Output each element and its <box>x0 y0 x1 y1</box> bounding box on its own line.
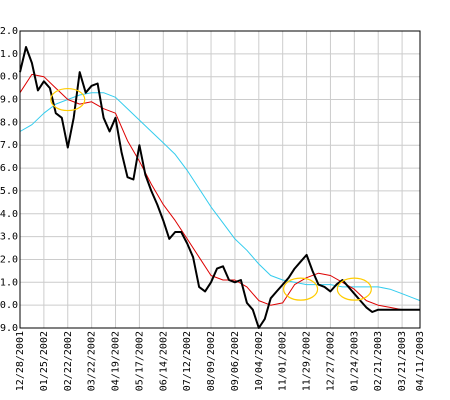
x-axis-ticks: 12/28/2001 01/25/2002 02/22/2002 03/22/2002… <box>15 331 426 391</box>
y-tick-label: 13.0 <box>0 232 18 243</box>
plot-frame <box>19 30 421 329</box>
y-tick-label: 9.0 <box>0 323 18 334</box>
short-moving-average-line <box>19 73 420 311</box>
series-lines <box>19 46 421 329</box>
x-tick-label: 11/01/2002 <box>278 331 289 391</box>
y-axis-ticks: 9.0 10.0 11.0 12.0 13.0 14.0 15.0 16.0 17.0 18.0 1… <box>0 26 18 334</box>
x-tick-label: 11/29/2002 <box>302 331 313 391</box>
crossover-marker <box>50 87 86 112</box>
y-tick-label: 19.0 <box>0 95 18 106</box>
x-tick-label: 08/09/2002 <box>206 331 217 391</box>
x-tick-label: 01/25/2002 <box>39 331 50 391</box>
price-line <box>19 46 420 329</box>
x-tick-label: 01/24/2003 <box>349 331 360 391</box>
x-tick-label: 07/12/2002 <box>182 331 193 391</box>
x-tick-label: 02/21/2003 <box>373 331 384 391</box>
x-tick-label: 04/19/2002 <box>111 331 122 391</box>
y-tick-label: 12.0 <box>0 254 18 265</box>
x-tick-label: 06/14/2002 <box>158 331 169 391</box>
long-moving-average-line <box>19 92 421 302</box>
crossover-markers <box>50 87 372 301</box>
x-tick-label: 03/22/2002 <box>87 331 98 391</box>
y-tick-label: 21.0 <box>0 49 18 60</box>
x-tick-label: 05/17/2002 <box>134 331 145 391</box>
y-tick-label: 16.0 <box>0 163 18 174</box>
x-tick-label: 12/28/2001 <box>15 331 26 391</box>
y-tick-label: 17.0 <box>0 140 18 151</box>
x-tick-label: 02/22/2002 <box>63 331 74 391</box>
y-tick-label: 20.0 <box>0 72 18 83</box>
y-tick-label: 10.0 <box>0 300 18 311</box>
y-tick-label: 11.0 <box>0 277 18 288</box>
y-tick-label: 14.0 <box>0 209 18 220</box>
x-tick-label: 09/06/2002 <box>230 331 241 391</box>
y-tick-label: 18.0 <box>0 117 18 128</box>
x-tick-label: 12/27/2002 <box>325 331 336 391</box>
y-tick-label: 15.0 <box>0 186 18 197</box>
y-tick-label: 22.0 <box>0 26 18 37</box>
x-tick-label: 03/21/2003 <box>397 331 408 391</box>
crossover-marker <box>282 277 319 301</box>
x-tick-label: 10/04/2002 <box>254 331 265 391</box>
x-tick-label: 04/11/2003 <box>415 331 426 391</box>
crossover-marker <box>336 277 372 301</box>
